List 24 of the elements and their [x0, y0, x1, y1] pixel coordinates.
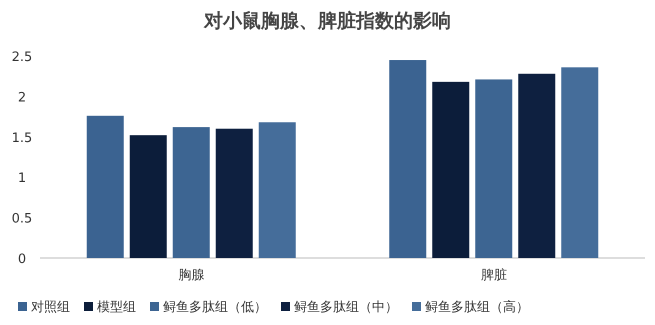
bar: [475, 79, 512, 258]
bar: [258, 122, 296, 258]
legend-label: 鲟鱼多肽组（高）: [425, 299, 529, 315]
bar: [216, 128, 253, 258]
x-tick-label: 胸腺: [178, 268, 204, 283]
bar: [86, 116, 124, 258]
legend-label: 对照组: [31, 300, 70, 315]
bar: [432, 82, 470, 258]
bar: [172, 127, 210, 258]
y-tick-label: 0: [18, 252, 26, 267]
bar: [389, 60, 426, 258]
legend-label: 鲟鱼多肽组（低）: [163, 300, 267, 315]
y-tick-label: 1: [18, 171, 26, 186]
x-tick-label: 脾脏: [480, 268, 507, 283]
y-tick-label: 2: [18, 90, 26, 106]
legend-label: 鲟鱼多肽组（中）: [294, 300, 398, 315]
legend-label: 模型组: [97, 300, 136, 315]
bar: [130, 135, 167, 258]
y-tick-label: 1.5: [12, 130, 32, 146]
chart-title: 对小鼠胸腺、脾脏指数的影响: [203, 10, 451, 32]
y-tick-label: 2.5: [12, 50, 32, 65]
bar: [561, 67, 598, 258]
y-tick-label: 0.5: [12, 212, 32, 227]
bar: [518, 74, 556, 258]
